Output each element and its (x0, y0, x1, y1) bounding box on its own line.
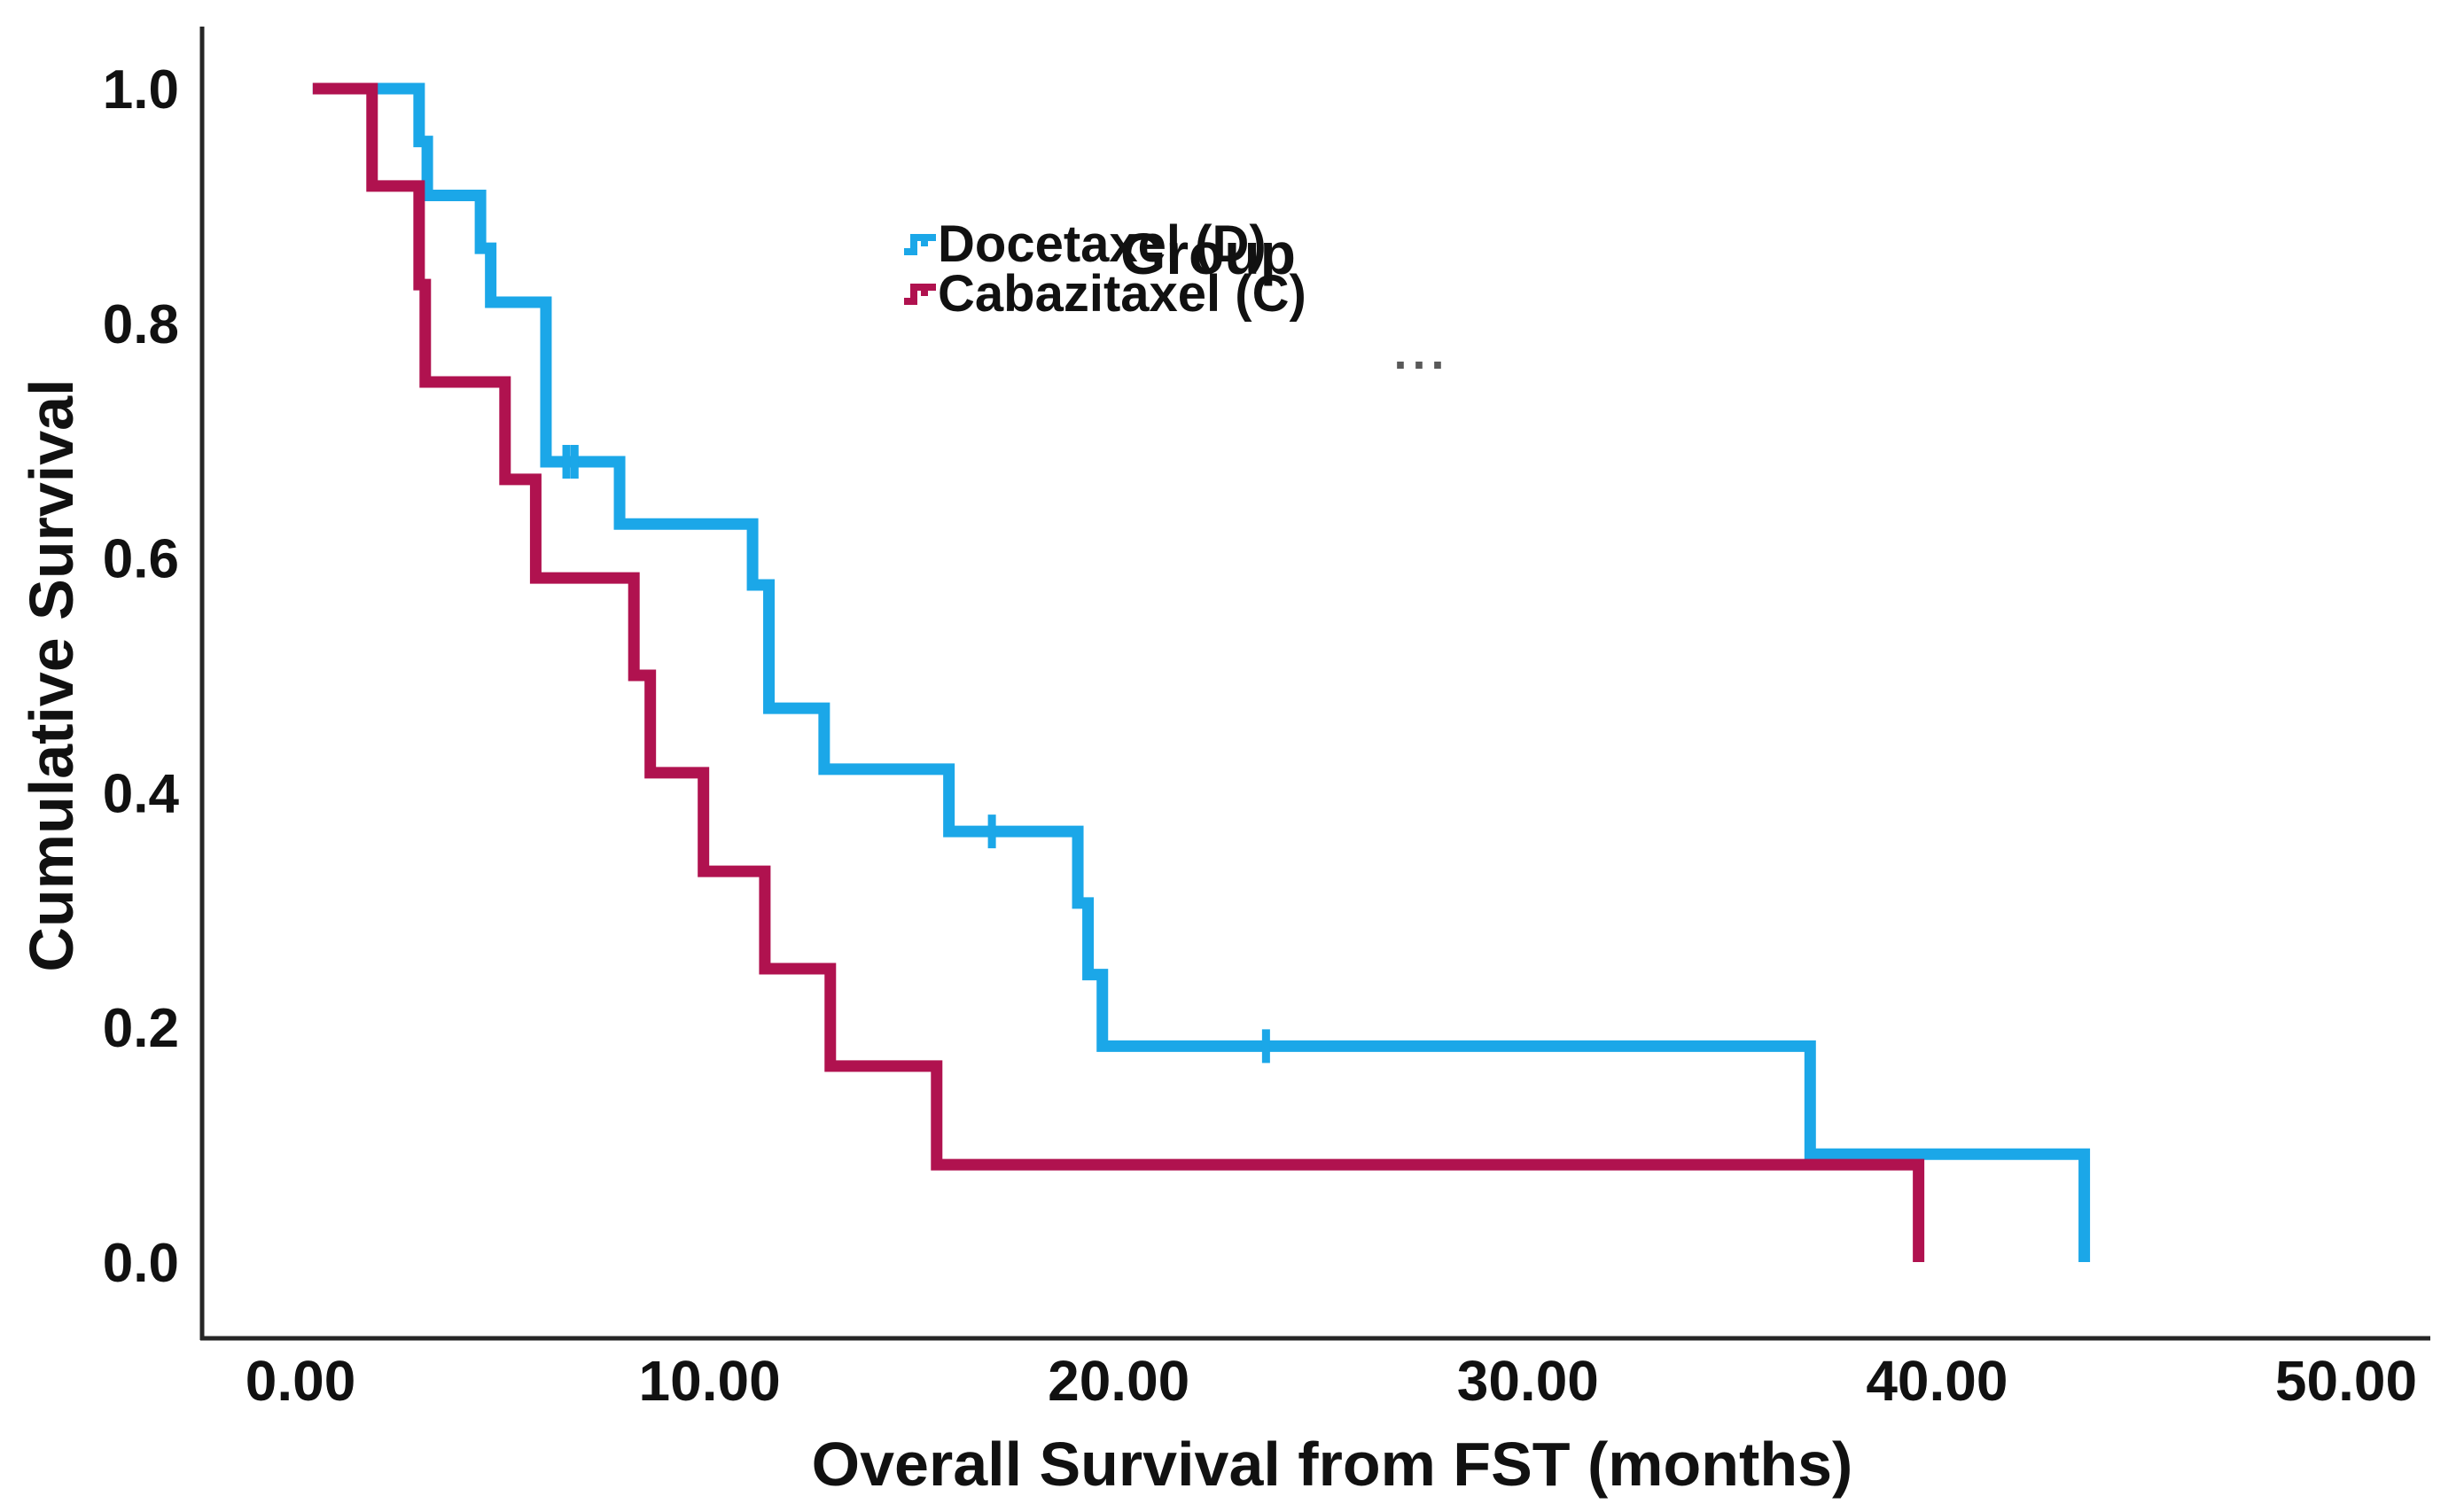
y-tick-label: 1.0 (103, 59, 179, 121)
legend-title: Group (1120, 221, 1296, 286)
y-axis-title: Cumulative Survival (17, 378, 86, 972)
x-tick-label: 50.00 (2275, 1349, 2417, 1413)
y-tick-label: 0.8 (103, 294, 179, 355)
legend-label-docetaxel: Docetaxel (D) (938, 215, 1267, 273)
legend-item-cabazitaxel: Cabazitaxel (C) (902, 265, 1306, 323)
legend: Docetaxel (D) Cabazitaxel (C) (902, 215, 1306, 323)
y-tick-label: 0.4 (103, 763, 180, 824)
cabazitaxel-step-swatch-icon (904, 284, 936, 305)
docetaxel-step-swatch-icon (904, 234, 936, 255)
y-tick-label: 0.2 (103, 998, 179, 1059)
y-tick-label: 0.0 (103, 1233, 179, 1294)
legend-label-cabazitaxel: Cabazitaxel (C) (938, 265, 1306, 323)
x-axis-title: Overall Survival from FST (months) (811, 1430, 1853, 1499)
stray-dots-artifact: ... (1393, 326, 1450, 379)
legend-item-docetaxel: Docetaxel (D) (902, 215, 1306, 273)
x-tick-label: 10.00 (639, 1349, 781, 1413)
cabazitaxel-curve (312, 82, 1925, 1262)
docetaxel-swatch-path (904, 234, 936, 255)
x-tick-label: 40.00 (1866, 1349, 2008, 1413)
x-tick-label: 0.00 (246, 1349, 356, 1413)
cabazitaxel-swatch-path (904, 284, 936, 305)
x-tick-label: 20.00 (1048, 1349, 1189, 1413)
y-tick-label: 0.6 (103, 529, 179, 590)
x-tick-label: 30.00 (1457, 1349, 1599, 1413)
docetaxel-curve (312, 82, 2091, 1262)
